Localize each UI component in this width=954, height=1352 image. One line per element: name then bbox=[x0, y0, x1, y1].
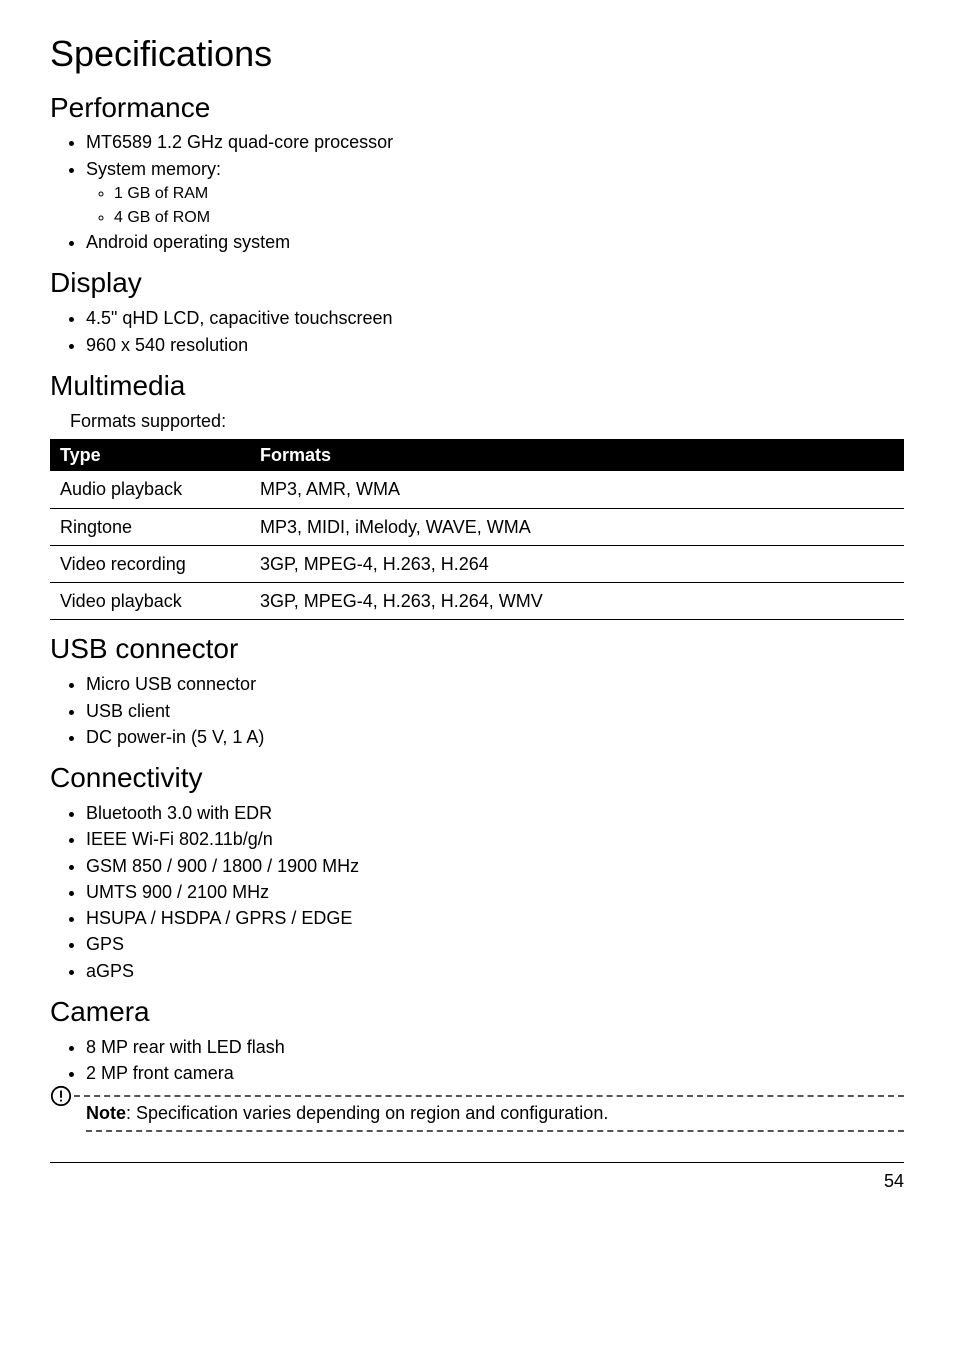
section-heading-display: Display bbox=[50, 264, 904, 302]
list-item: aGPS bbox=[86, 959, 904, 983]
memory-sublist: 1 GB of RAM 4 GB of ROM bbox=[86, 183, 904, 228]
table-row: Video recording 3GP, MPEG-4, H.263, H.26… bbox=[50, 545, 904, 582]
list-item-label: System memory: bbox=[86, 159, 221, 179]
note-body: : Specification varies depending on regi… bbox=[126, 1103, 608, 1123]
list-item: UMTS 900 / 2100 MHz bbox=[86, 880, 904, 904]
table-row: Video playback 3GP, MPEG-4, H.263, H.264… bbox=[50, 583, 904, 620]
formats-table: Type Formats Audio playback MP3, AMR, WM… bbox=[50, 439, 904, 620]
cell-type: Ringtone bbox=[50, 508, 250, 545]
list-item: 2 MP front camera bbox=[86, 1061, 904, 1085]
cell-type: Video playback bbox=[50, 583, 250, 620]
list-item: 1 GB of RAM bbox=[114, 183, 904, 205]
list-item: USB client bbox=[86, 699, 904, 723]
table-row: Audio playback MP3, AMR, WMA bbox=[50, 471, 904, 508]
cell-formats: MP3, MIDI, iMelody, WAVE, WMA bbox=[250, 508, 904, 545]
cell-type: Video recording bbox=[50, 545, 250, 582]
display-list: 4.5" qHD LCD, capacitive touchscreen 960… bbox=[50, 306, 904, 357]
performance-list: MT6589 1.2 GHz quad-core processor Syste… bbox=[50, 130, 904, 254]
usb-list: Micro USB connector USB client DC power-… bbox=[50, 672, 904, 749]
list-item: Bluetooth 3.0 with EDR bbox=[86, 801, 904, 825]
camera-list: 8 MP rear with LED flash 2 MP front came… bbox=[50, 1035, 904, 1086]
note-label: Note bbox=[86, 1103, 126, 1123]
table-row: Ringtone MP3, MIDI, iMelody, WAVE, WMA bbox=[50, 508, 904, 545]
section-heading-usb: USB connector bbox=[50, 630, 904, 668]
footer-rule bbox=[50, 1162, 904, 1163]
list-item: MT6589 1.2 GHz quad-core processor bbox=[86, 130, 904, 154]
list-item: IEEE Wi-Fi 802.11b/g/n bbox=[86, 827, 904, 851]
list-item: 960 x 540 resolution bbox=[86, 333, 904, 357]
section-heading-multimedia: Multimedia bbox=[50, 367, 904, 405]
page-number: 54 bbox=[50, 1169, 904, 1193]
cell-type: Audio playback bbox=[50, 471, 250, 508]
section-heading-performance: Performance bbox=[50, 89, 904, 127]
list-item: 4 GB of ROM bbox=[114, 207, 904, 229]
list-item: GPS bbox=[86, 932, 904, 956]
list-item: GSM 850 / 900 / 1800 / 1900 MHz bbox=[86, 854, 904, 878]
cell-formats: 3GP, MPEG-4, H.263, H.264, WMV bbox=[250, 583, 904, 620]
list-item: Android operating system bbox=[86, 230, 904, 254]
cell-formats: 3GP, MPEG-4, H.263, H.264 bbox=[250, 545, 904, 582]
note-box: Note: Specification varies depending on … bbox=[50, 1095, 904, 1131]
section-heading-connectivity: Connectivity bbox=[50, 759, 904, 797]
list-item: HSUPA / HSDPA / GPRS / EDGE bbox=[86, 906, 904, 930]
page-title: Specifications bbox=[50, 30, 904, 79]
list-item: 4.5" qHD LCD, capacitive touchscreen bbox=[86, 306, 904, 330]
list-item: Micro USB connector bbox=[86, 672, 904, 696]
section-heading-camera: Camera bbox=[50, 993, 904, 1031]
table-header-formats: Formats bbox=[250, 439, 904, 471]
connectivity-list: Bluetooth 3.0 with EDR IEEE Wi-Fi 802.11… bbox=[50, 801, 904, 983]
cell-formats: MP3, AMR, WMA bbox=[250, 471, 904, 508]
alert-icon bbox=[50, 1085, 72, 1107]
note-text: Note: Specification varies depending on … bbox=[86, 1103, 608, 1123]
list-item: System memory: 1 GB of RAM 4 GB of ROM bbox=[86, 157, 904, 228]
multimedia-intro: Formats supported: bbox=[50, 409, 904, 433]
list-item: DC power-in (5 V, 1 A) bbox=[86, 725, 904, 749]
list-item: 8 MP rear with LED flash bbox=[86, 1035, 904, 1059]
table-header-type: Type bbox=[50, 439, 250, 471]
